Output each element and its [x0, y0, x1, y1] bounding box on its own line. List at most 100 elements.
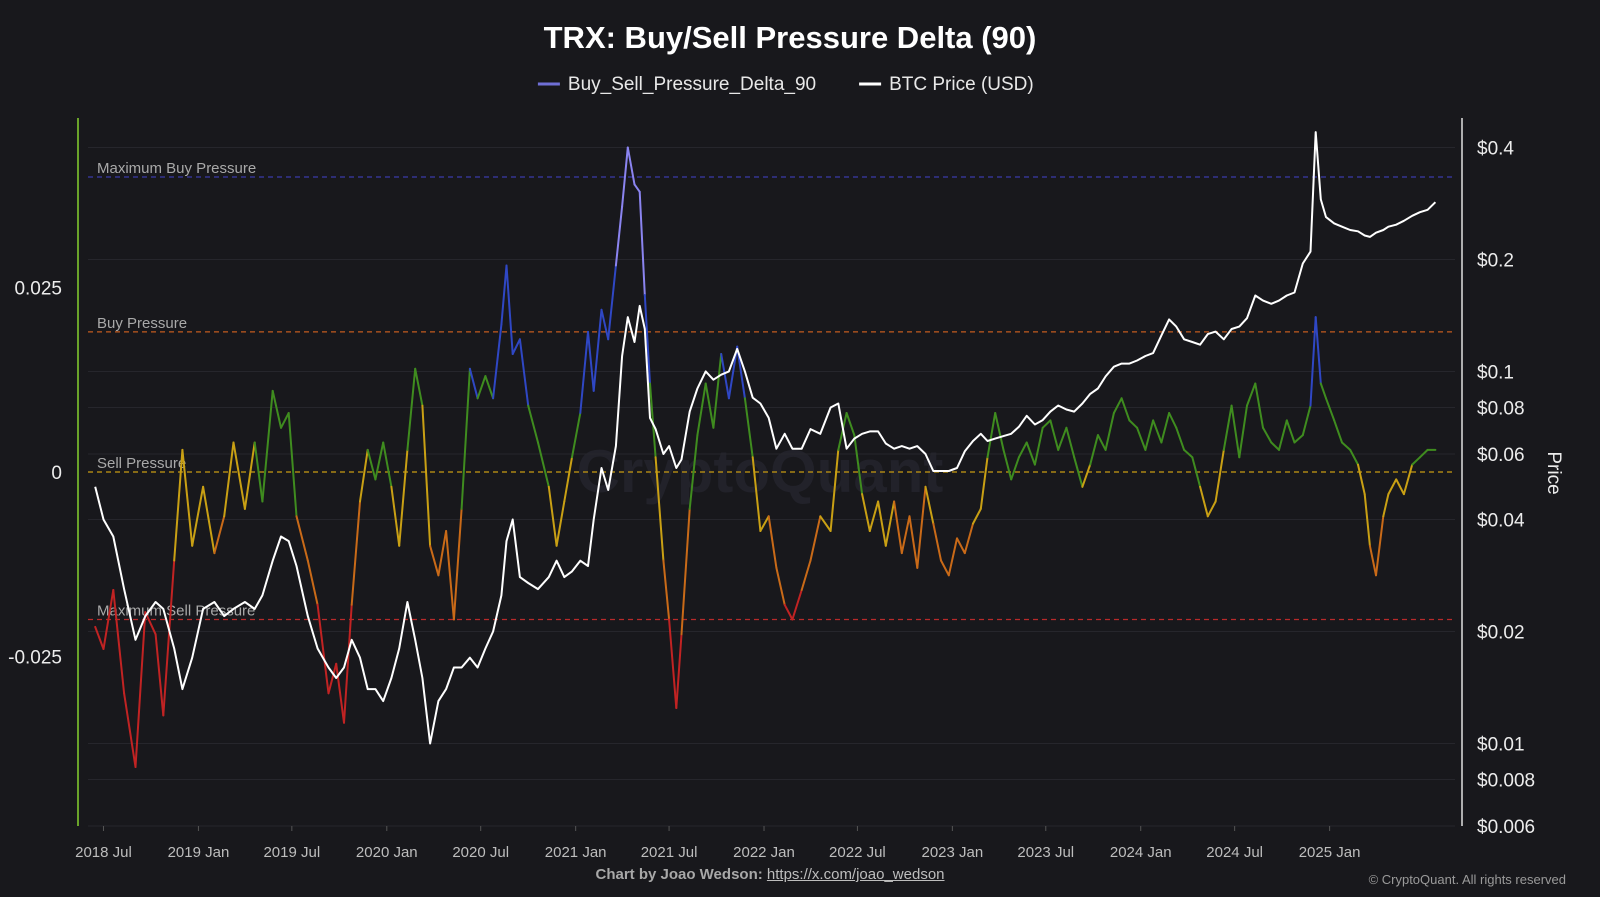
x-tick-10: 2023 Jul: [1017, 844, 1074, 861]
delta-segment-148: [1285, 419, 1296, 444]
delta-segment-116: [1033, 426, 1044, 466]
delta-segment-60: [607, 264, 617, 341]
delta-segment-28: [359, 448, 369, 503]
delta-segment-39: [445, 530, 455, 621]
delta-segment-61: [614, 205, 624, 267]
delta-segment-41: [460, 367, 471, 510]
delta-segment-114: [1017, 441, 1028, 459]
delta-segment-33: [398, 448, 409, 547]
delta-segment-20: [287, 412, 298, 518]
delta-segment-47: [505, 264, 514, 355]
delta-segment-167: [1418, 448, 1429, 459]
delta-segment-19: [280, 412, 290, 429]
delta-segment-166: [1411, 456, 1421, 466]
delta-segment-45: [492, 323, 503, 400]
delta-segment-59: [600, 308, 610, 341]
delta-segment-22: [306, 559, 319, 606]
delta-segment-131: [1152, 419, 1163, 444]
delta-segment-4: [134, 611, 147, 768]
delta-segment-149: [1293, 434, 1304, 444]
legend: Buy_Sell_Pressure_Delta_90 BTC Price (USD…: [537, 74, 1034, 95]
delta-segment-128: [1128, 419, 1139, 429]
delta-segment-163: [1387, 478, 1398, 496]
delta-segment-49: [518, 338, 530, 407]
delta-segment-34: [406, 367, 417, 451]
delta-segment-63: [626, 146, 636, 186]
delta-segment-87: [800, 559, 812, 591]
delta-segment-125: [1104, 412, 1115, 451]
delta-segment-15: [243, 441, 256, 510]
legend-label-0: Buy_Sell_Pressure_Delta_90: [568, 74, 816, 95]
delta-segment-38: [437, 530, 448, 577]
delta-segment-27: [350, 500, 361, 606]
delta-segment-3: [123, 692, 137, 768]
delta-segment-98: [893, 500, 903, 555]
left-tick-2: -0.025: [8, 647, 62, 668]
delta-segment-105: [947, 537, 958, 577]
delta-segment-142: [1238, 404, 1248, 459]
delta-segment-141: [1230, 404, 1241, 459]
x-tick-3: 2020 Jan: [356, 844, 418, 861]
delta-segment-1: [102, 589, 115, 650]
delta-segment-50: [527, 404, 539, 444]
series-buy-sell-pressure-delta: [94, 146, 1437, 768]
delta-segment-156: [1341, 441, 1352, 451]
delta-segment-107: [963, 522, 974, 555]
delta-segment-77: [720, 353, 730, 400]
delta-segment-52: [547, 485, 558, 547]
delta-segment-102: [924, 485, 935, 525]
delta-segment-9: [181, 448, 194, 547]
delta-segment-162: [1382, 493, 1390, 518]
delta-segment-70: [668, 618, 678, 709]
delta-segment-42: [468, 367, 479, 400]
delta-segment-130: [1144, 419, 1155, 451]
delta-segment-145: [1262, 426, 1273, 444]
delta-segment-31: [382, 441, 393, 488]
delta-segment-96: [877, 500, 887, 547]
delta-segment-54: [563, 456, 573, 503]
delta-segment-118: [1049, 419, 1060, 451]
delta-segment-108: [972, 507, 982, 525]
left-tick-0: 0.025: [14, 279, 62, 300]
delta-segment-81: [751, 456, 762, 532]
delta-segment-113: [1010, 456, 1020, 481]
delta-segment-136: [1191, 456, 1202, 488]
x-tick-12: 2024 Jul: [1206, 844, 1263, 861]
delta-segment-72: [680, 507, 691, 636]
series-btc-price: [94, 131, 1437, 745]
footer-credit: Chart by Joao Wedson: https://x.com/joao…: [0, 866, 1540, 883]
left-tick-1: 0: [51, 463, 62, 484]
delta-segment-103: [932, 522, 942, 562]
delta-segment-25: [335, 662, 345, 724]
delta-segment-161: [1375, 515, 1385, 577]
delta-segment-8: [173, 448, 184, 562]
delta-segment-40: [452, 507, 463, 621]
delta-segment-35: [414, 367, 424, 407]
delta-segment-123: [1089, 434, 1099, 466]
delta-segment-95: [868, 500, 880, 532]
delta-segment-111: [994, 412, 1005, 451]
delta-segment-30: [374, 441, 385, 481]
x-tick-9: 2023 Jan: [922, 844, 984, 861]
delta-segment-85: [783, 603, 794, 621]
delta-segment-76: [712, 353, 723, 429]
x-tick-6: 2021 Jul: [641, 844, 698, 861]
delta-segment-86: [791, 589, 803, 621]
delta-segment-90: [829, 448, 840, 532]
credit-link[interactable]: https://x.com/joao_wedson: [766, 866, 945, 883]
x-tick-1: 2019 Jan: [168, 844, 230, 861]
delta-segment-80: [743, 397, 754, 459]
delta-segment-106: [956, 537, 966, 555]
delta-segment-94: [861, 493, 871, 532]
delta-segment-127: [1120, 397, 1131, 422]
delta-segment-135: [1183, 448, 1194, 459]
delta-segment-82: [759, 515, 770, 532]
delta-segment-115: [1025, 441, 1036, 466]
delta-segment-5: [144, 611, 157, 636]
delta-segment-124: [1096, 434, 1107, 451]
x-tick-5: 2021 Jan: [545, 844, 607, 861]
right-tick-9: $0.006: [1477, 817, 1535, 838]
delta-segment-104: [940, 559, 950, 577]
delta-segment-6: [154, 633, 165, 717]
